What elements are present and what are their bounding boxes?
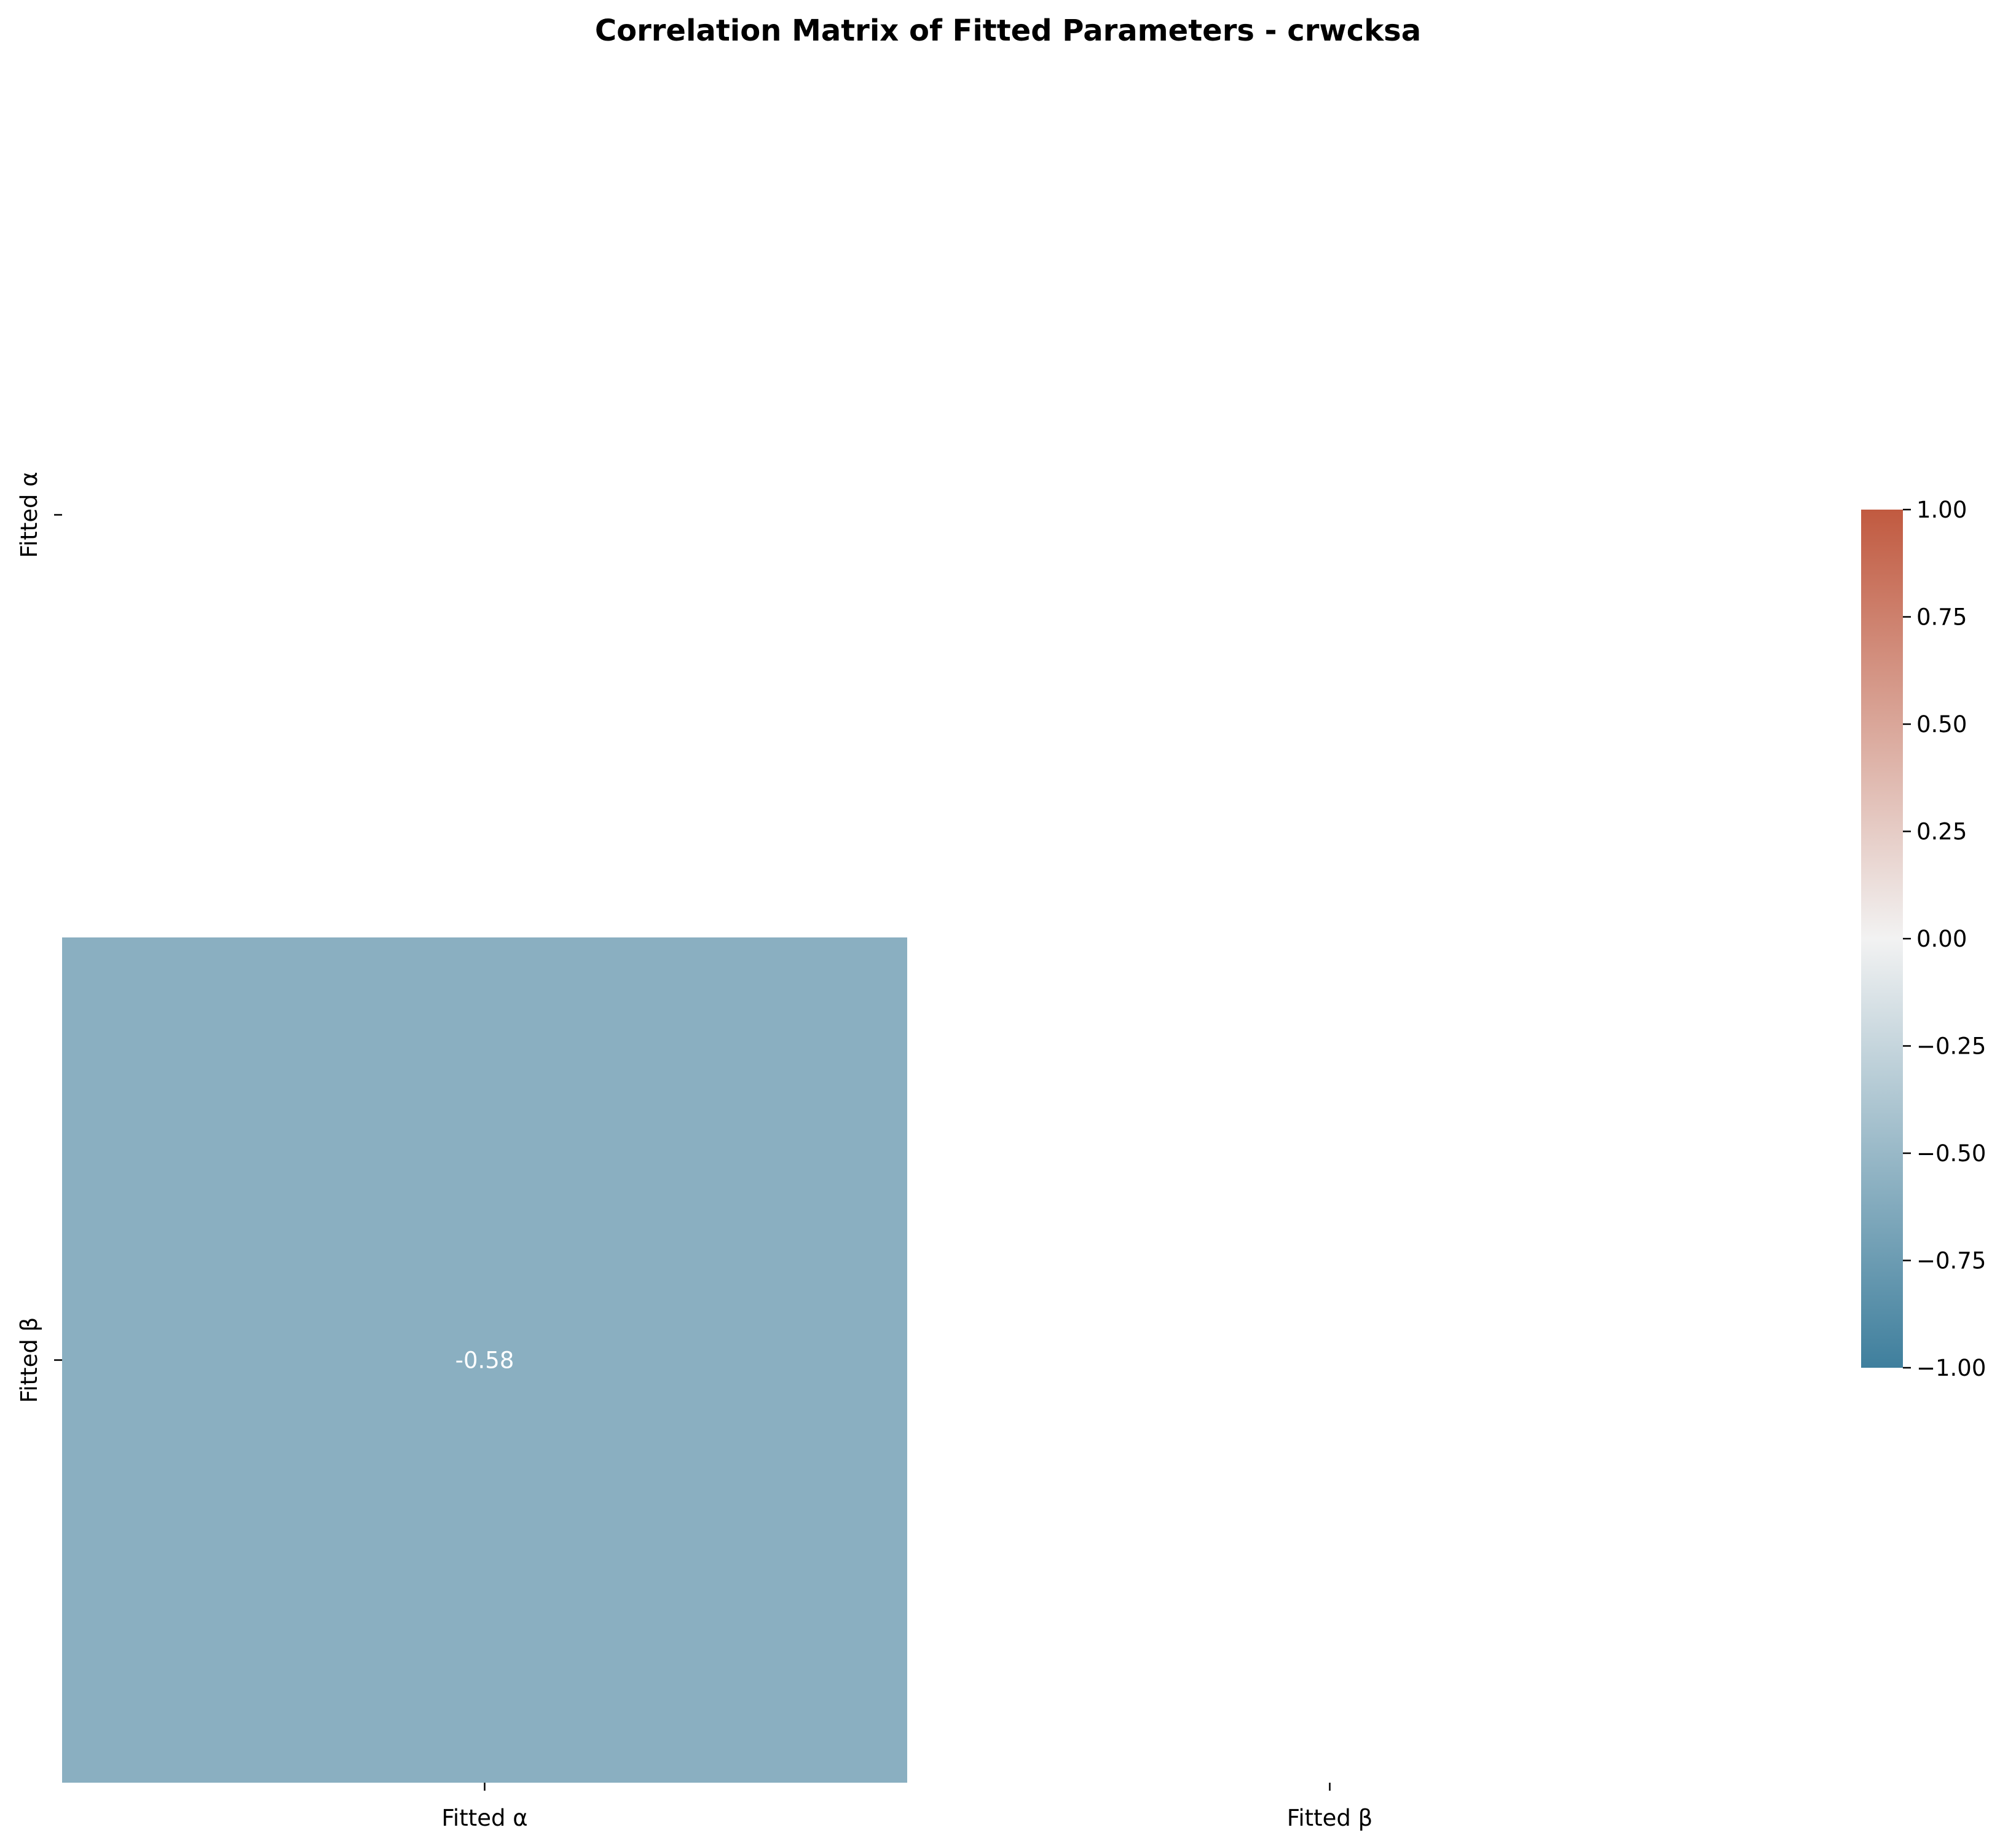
colorbar (1861, 510, 1903, 1368)
column-tick-label-1: Fitted β (1287, 1805, 1373, 1831)
colorbar-tick-label-6: −0.50 (1916, 1140, 1986, 1167)
row-tick-group: Fitted α Fitted β (16, 471, 62, 1403)
column-tick-label-0: Fitted α (441, 1805, 527, 1831)
row-tick-label-1: Fitted β (16, 1317, 42, 1403)
colorbar-tick-label-3: 0.25 (1916, 819, 1967, 845)
heatmap-cells: -0.58 (62, 937, 907, 1783)
colorbar-tick-label-7: −0.75 (1916, 1248, 1986, 1274)
heatmap-cell-0 (62, 937, 907, 1783)
colorbar-tick-label-0: 1.00 (1916, 497, 1967, 523)
row-tick-label-0: Fitted α (16, 471, 42, 558)
column-tick-group: Fitted α Fitted β (441, 1783, 1372, 1831)
colorbar-tick-label-5: −0.25 (1916, 1033, 1986, 1060)
colorbar-tick-group: 1.00 0.75 0.50 0.25 0.00 −0.25 −0.50 −0.75 −1.00 (1903, 497, 1986, 1381)
chart-title: Correlation Matrix of Fitted Parameters … (595, 14, 1421, 48)
cell-value-label-0: -0.58 (455, 1347, 514, 1374)
colorbar-tick-label-8: −1.00 (1916, 1355, 1986, 1381)
colorbar-tick-label-1: 0.75 (1916, 604, 1967, 631)
colorbar-tick-label-4: 0.00 (1916, 926, 1967, 952)
colorbar-tick-label-2: 0.50 (1916, 711, 1967, 738)
